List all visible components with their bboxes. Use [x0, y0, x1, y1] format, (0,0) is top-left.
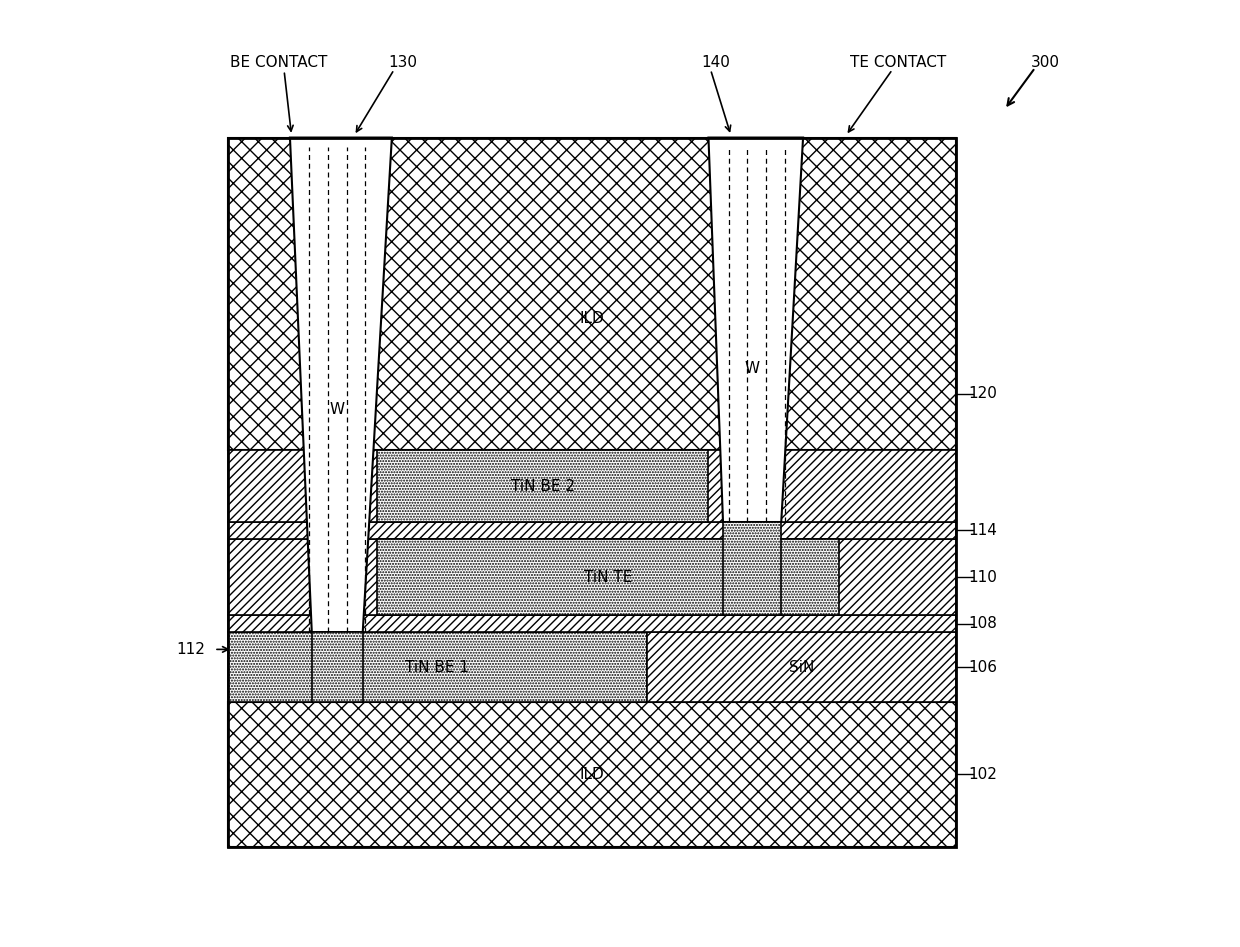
Text: 108: 108 [968, 616, 997, 632]
Text: 106: 106 [968, 660, 997, 674]
Text: 102: 102 [968, 767, 997, 782]
Text: 112: 112 [177, 642, 206, 657]
Text: SiN: SiN [789, 660, 813, 674]
Text: 300: 300 [1030, 56, 1059, 70]
Bar [228, 522, 956, 539]
Polygon shape [311, 633, 363, 702]
Polygon shape [723, 522, 781, 616]
Text: 114: 114 [968, 523, 997, 538]
Text: BE CONTACT: BE CONTACT [229, 56, 327, 70]
Text: TE CONTACT: TE CONTACT [849, 56, 946, 70]
Text: TiN BE 1: TiN BE 1 [405, 660, 470, 674]
Bar [228, 539, 956, 616]
Bar [228, 450, 956, 522]
Bar [377, 450, 708, 522]
Bar [646, 633, 956, 702]
Bar [228, 137, 956, 450]
Bar [377, 539, 839, 616]
Text: 110: 110 [968, 569, 997, 584]
Bar [228, 702, 956, 847]
Polygon shape [708, 137, 804, 522]
Text: 120: 120 [968, 386, 997, 402]
Text: W: W [330, 402, 345, 417]
Bar [228, 137, 956, 847]
Text: 140: 140 [701, 56, 730, 70]
Text: 130: 130 [388, 56, 418, 70]
Text: ILD: ILD [579, 312, 604, 327]
Text: TiN TE: TiN TE [584, 569, 632, 584]
Bar [228, 633, 646, 702]
Polygon shape [290, 137, 392, 633]
Bar [228, 616, 956, 633]
Text: W: W [744, 361, 760, 376]
Text: ILD: ILD [579, 767, 604, 782]
Text: TiN BE 2: TiN BE 2 [511, 478, 575, 493]
